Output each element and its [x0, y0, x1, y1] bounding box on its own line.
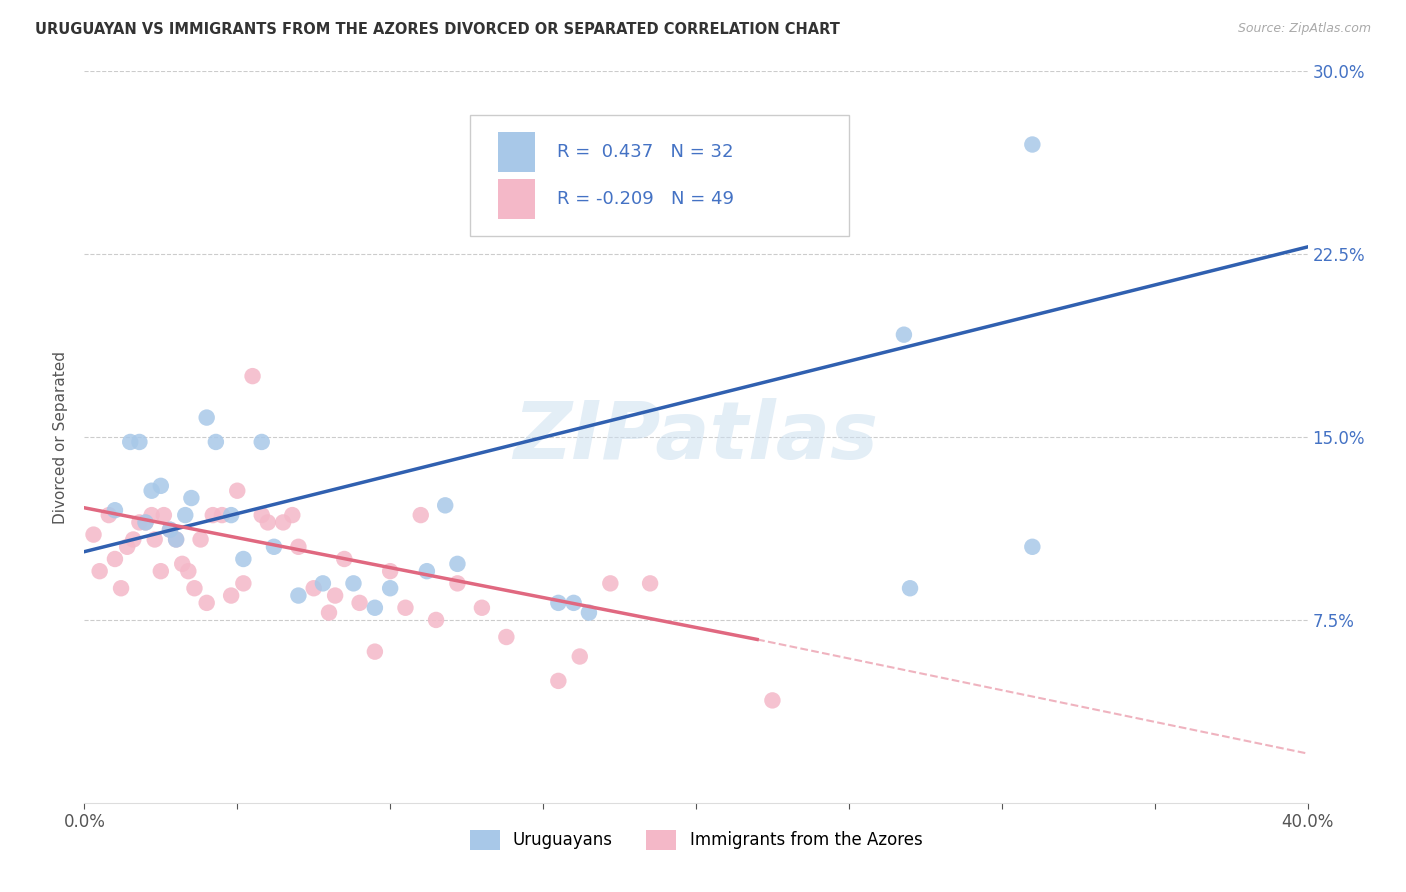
Point	[323, 589, 346, 603]
Point	[287, 589, 309, 603]
Point	[141, 508, 163, 522]
Text: R =  0.437   N = 32: R = 0.437 N = 32	[557, 144, 733, 161]
Point	[135, 516, 157, 530]
Point	[1021, 137, 1043, 152]
Point	[180, 491, 202, 505]
Point	[211, 508, 233, 522]
Point	[120, 434, 142, 449]
Point	[416, 564, 439, 578]
Point	[153, 508, 176, 522]
Point	[149, 564, 172, 578]
Point	[104, 503, 127, 517]
Point	[177, 564, 200, 578]
Point	[425, 613, 447, 627]
Text: ZIPatlas: ZIPatlas	[513, 398, 879, 476]
Point	[578, 606, 600, 620]
Point	[257, 516, 280, 530]
Point	[232, 552, 254, 566]
Point	[1021, 540, 1043, 554]
Text: URUGUAYAN VS IMMIGRANTS FROM THE AZORES DIVORCED OR SEPARATED CORRELATION CHART: URUGUAYAN VS IMMIGRANTS FROM THE AZORES …	[35, 22, 839, 37]
Point	[205, 434, 228, 449]
Point	[159, 523, 181, 537]
Point	[135, 516, 157, 530]
Point	[128, 434, 150, 449]
Point	[318, 606, 340, 620]
Point	[434, 499, 457, 513]
Text: R = -0.209   N = 49: R = -0.209 N = 49	[557, 190, 734, 208]
Point	[165, 533, 187, 547]
Point	[174, 508, 197, 522]
Point	[446, 576, 468, 591]
Point	[115, 540, 138, 554]
Bar	[498, 132, 534, 172]
Point	[128, 516, 150, 530]
Point	[143, 533, 166, 547]
Bar	[498, 179, 534, 219]
Point	[562, 596, 585, 610]
Point	[898, 581, 921, 595]
Point	[380, 581, 402, 595]
Point	[364, 645, 387, 659]
Point	[226, 483, 249, 498]
Point	[165, 533, 187, 547]
Point	[364, 600, 387, 615]
Y-axis label: Divorced or Separated: Divorced or Separated	[53, 351, 69, 524]
Point	[97, 508, 120, 522]
Point	[89, 564, 111, 578]
Point	[394, 600, 416, 615]
Point	[172, 557, 194, 571]
Point	[349, 596, 371, 610]
Legend: Uruguayans, Immigrants from the Azores: Uruguayans, Immigrants from the Azores	[463, 823, 929, 856]
Point	[219, 589, 242, 603]
Point	[281, 508, 304, 522]
Point	[446, 557, 468, 571]
Point	[312, 576, 335, 591]
Point	[263, 540, 285, 554]
Point	[302, 581, 325, 595]
Point	[104, 552, 127, 566]
Point	[183, 581, 205, 595]
Point	[219, 508, 242, 522]
Point	[547, 125, 569, 139]
Point	[380, 564, 402, 578]
Point	[547, 673, 569, 688]
Point	[195, 596, 218, 610]
Point	[333, 552, 356, 566]
Point	[141, 483, 163, 498]
Point	[547, 596, 569, 610]
Point	[159, 523, 181, 537]
Point	[893, 327, 915, 342]
Point	[201, 508, 224, 522]
Point	[242, 369, 264, 384]
Point	[638, 576, 661, 591]
Point	[190, 533, 212, 547]
Point	[110, 581, 132, 595]
Point	[342, 576, 364, 591]
Point	[122, 533, 145, 547]
Point	[149, 479, 172, 493]
Point	[761, 693, 783, 707]
Point	[471, 600, 494, 615]
Point	[409, 508, 432, 522]
Point	[83, 527, 105, 541]
Point	[250, 508, 273, 522]
Point	[495, 630, 517, 644]
Point	[599, 576, 621, 591]
Point	[287, 540, 309, 554]
Point	[271, 516, 294, 530]
Text: Source: ZipAtlas.com: Source: ZipAtlas.com	[1237, 22, 1371, 36]
Point	[568, 649, 591, 664]
Point	[195, 410, 218, 425]
FancyBboxPatch shape	[470, 115, 849, 235]
Point	[250, 434, 273, 449]
Point	[232, 576, 254, 591]
